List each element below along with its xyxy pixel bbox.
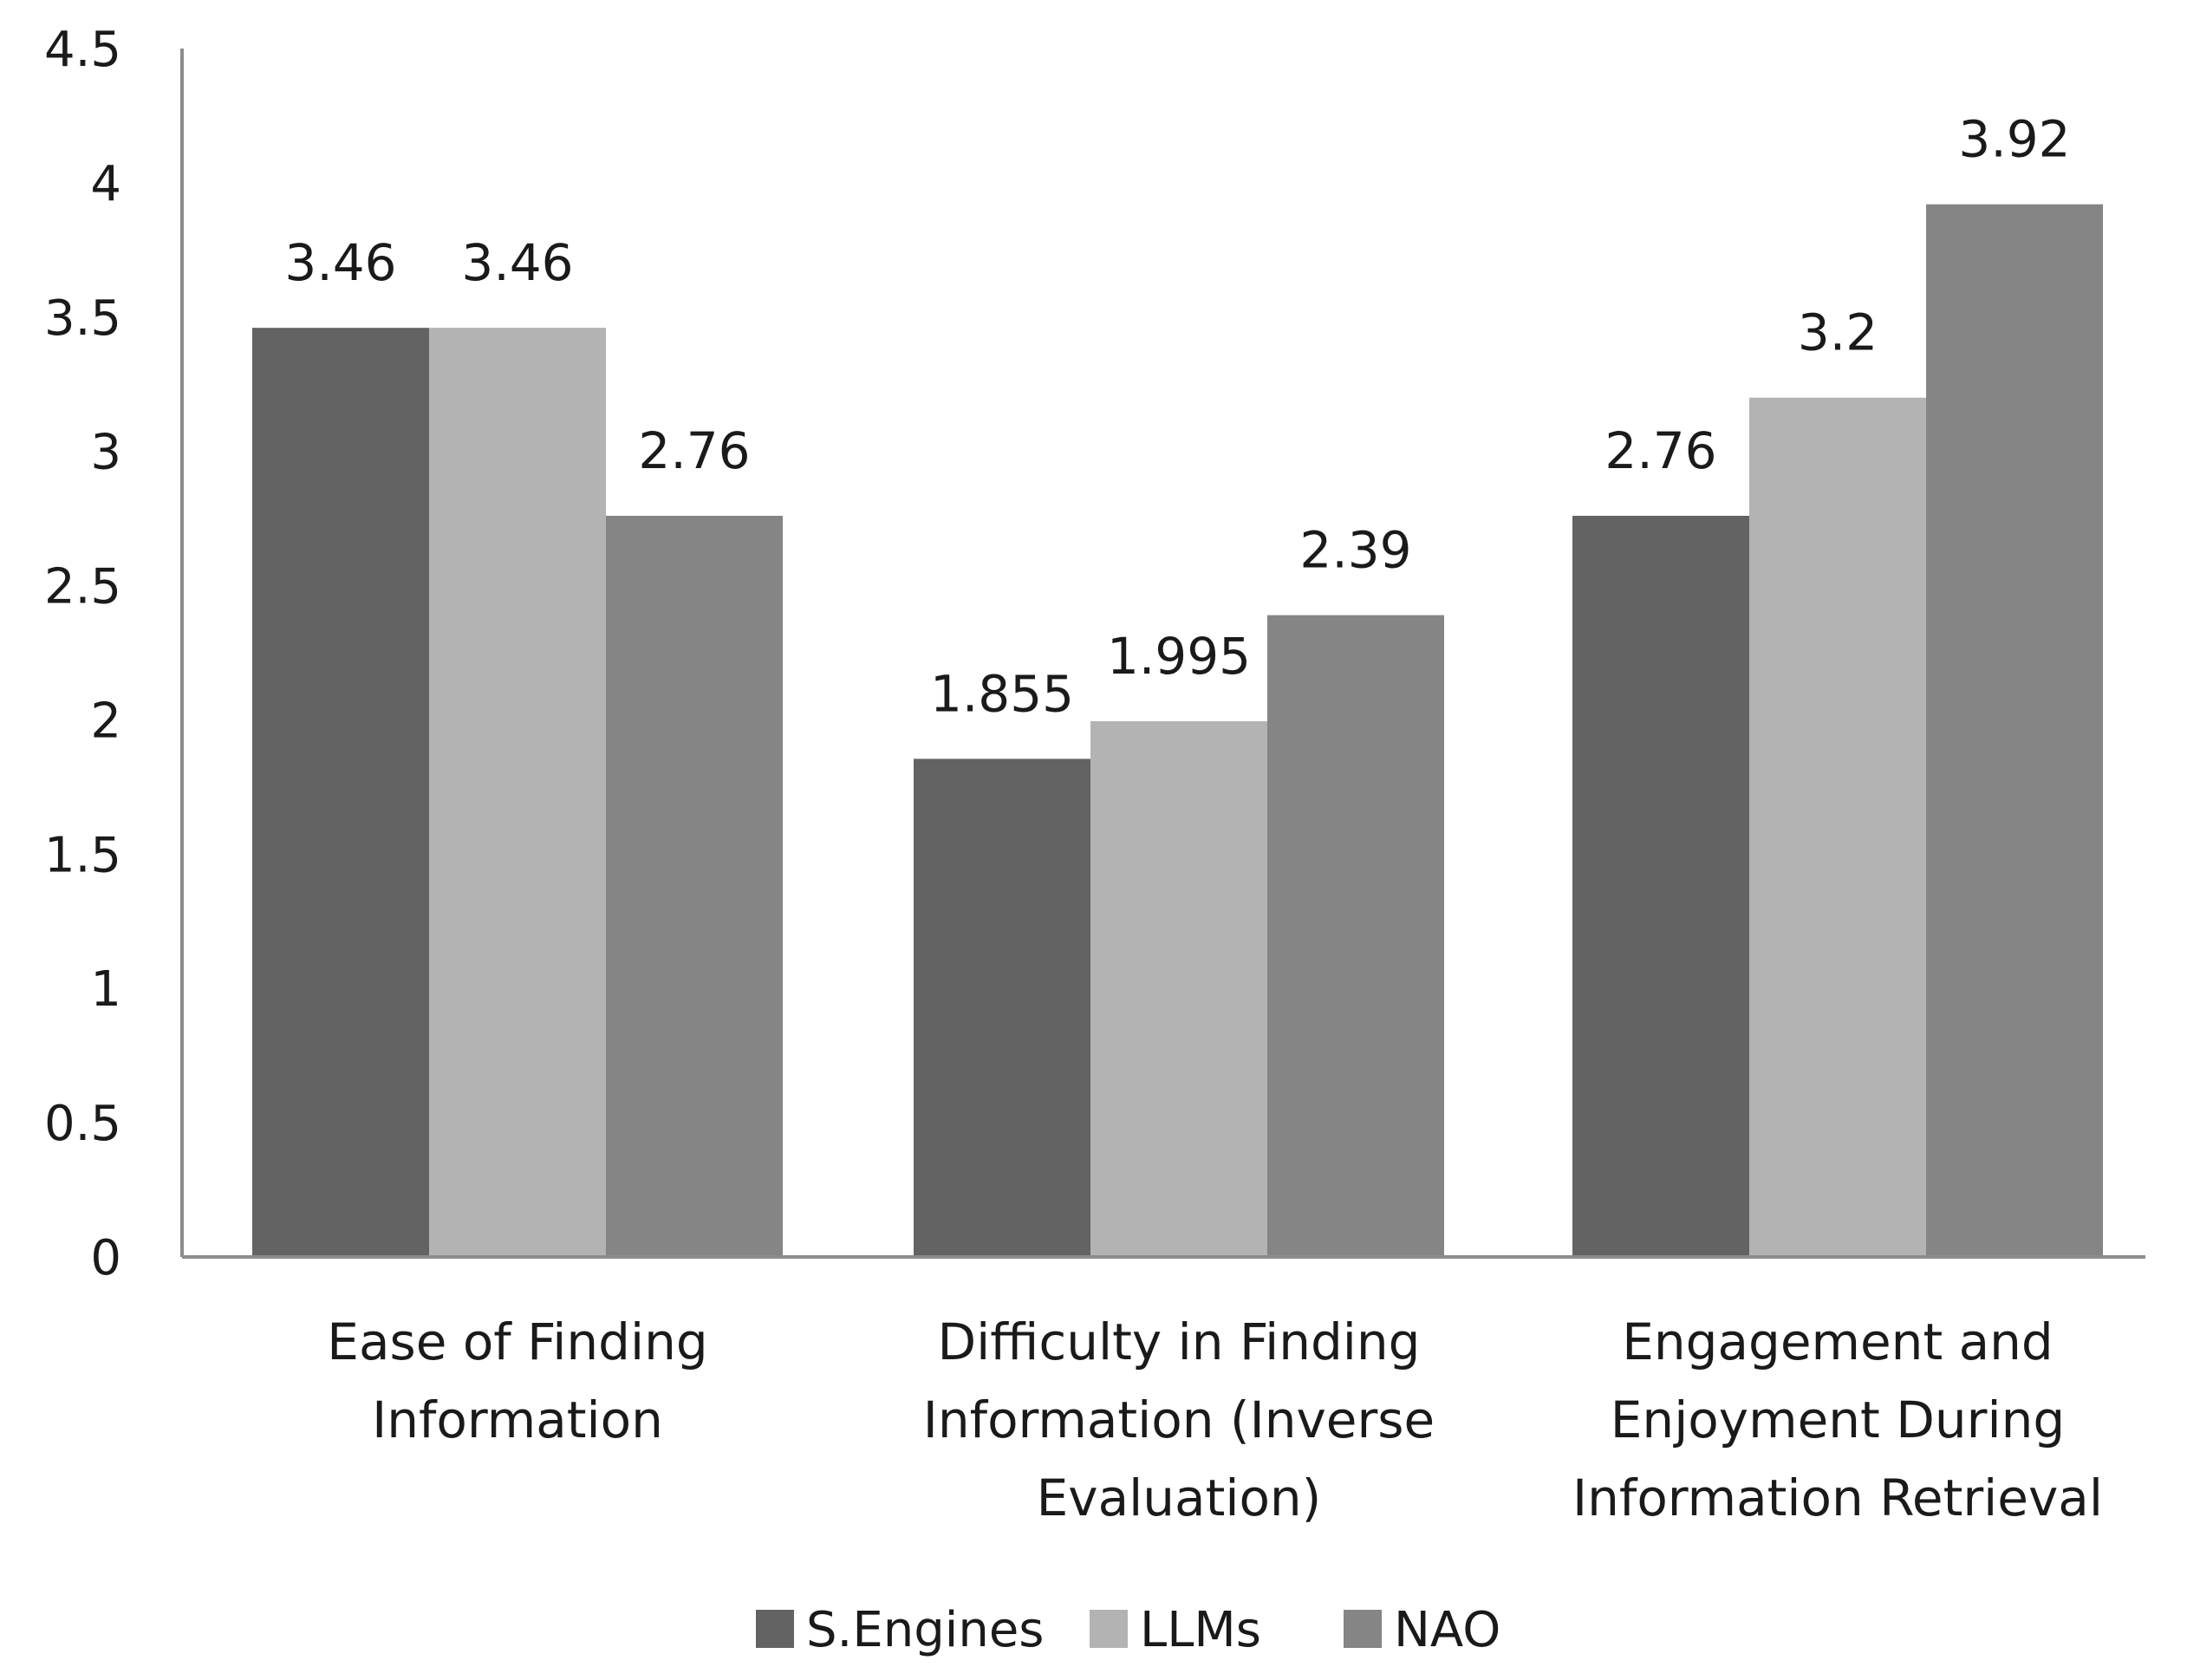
legend-label: NAO [1394,1602,1500,1658]
category-label-line: Difficulty in Finding [938,1312,1421,1371]
category-label: Engagement and Enjoyment During Informatio… [1572,1312,2103,1527]
bar-nao-1 [1267,615,1444,1257]
bar-nao-0 [606,516,783,1257]
category-label-line: Evaluation) [1037,1468,1322,1527]
category-label-line: Information (Inverse [923,1390,1435,1449]
bar-nao-2 [1926,204,2103,1257]
y-tick-label: 4.5 [44,22,121,78]
data-label: 3.2 [1798,303,1878,362]
legend-swatch [1344,1610,1382,1648]
data-labels: 3.46 1.855 2.76 3.46 1.995 3.2 2.76 2.39 3.92 [284,110,2070,724]
y-axis-ticks: 0 0.5 1 1.5 2 2.5 3 3.5 4 4.5 [44,22,121,1286]
data-label: 1.855 [930,664,1074,723]
y-tick-label: 4 [90,156,121,212]
bar-llms-2 [1749,397,1926,1257]
data-label: 2.76 [1604,421,1716,480]
bar-s-engines-2 [1572,516,1749,1257]
y-tick-label: 1 [90,961,121,1018]
legend: S.Engines LLMs NAO [756,1602,1500,1658]
bars [252,204,2103,1257]
data-label: 1.995 [1107,627,1251,686]
y-tick-label: 3.5 [44,290,121,347]
data-label: 2.39 [1299,521,1411,580]
category-label-line: Ease of Finding [327,1312,707,1371]
legend-label: S.Engines [806,1602,1044,1658]
y-tick-label: 3 [90,425,121,481]
bar-s-engines-1 [914,759,1090,1257]
data-label: 3.46 [284,233,396,292]
data-label: 3.92 [1958,110,2070,169]
legend-label: LLMs [1140,1602,1261,1658]
legend-swatch [1090,1610,1128,1648]
category-label-line: Engagement and [1622,1312,2054,1371]
bar-s-engines-0 [252,328,429,1257]
category-label: Difficulty in Finding Information (Invers… [923,1312,1435,1527]
data-label: 2.76 [638,421,750,480]
y-tick-label: 0.5 [44,1096,121,1152]
y-tick-label: 2.5 [44,559,121,615]
bar-llms-0 [429,328,606,1257]
y-tick-label: 1.5 [44,827,121,883]
bar-llms-1 [1090,720,1267,1257]
data-label: 3.46 [461,233,573,292]
y-tick-label: 0 [90,1230,121,1286]
category-label-line: Information Retrieval [1572,1468,2103,1527]
category-label-line: Information [372,1390,663,1449]
category-label-line: Enjoyment During [1611,1390,2065,1449]
legend-swatch [756,1610,794,1648]
y-tick-label: 2 [90,693,121,749]
category-labels: Ease of Finding Information Difficulty in … [327,1312,2103,1527]
category-label: Ease of Finding Information [327,1312,707,1449]
